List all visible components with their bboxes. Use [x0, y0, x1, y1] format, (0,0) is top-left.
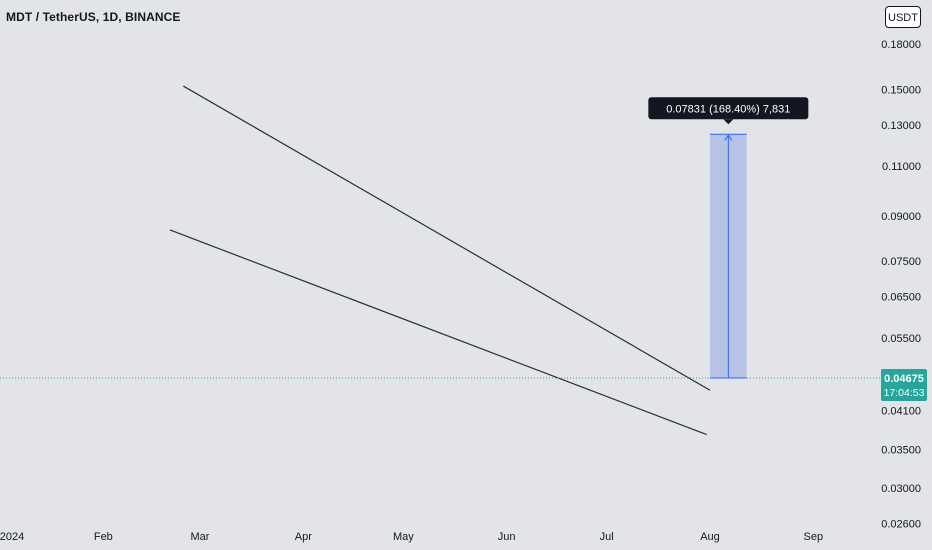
- y-tick-label: 0.03000: [881, 483, 921, 495]
- trendline-lower: [169, 229, 707, 436]
- currency-button[interactable]: USDT: [885, 6, 921, 28]
- y-tick-label: 0.13000: [881, 120, 921, 132]
- measure-label-text: 0.07831 (168.40%) 7,831: [666, 103, 790, 115]
- countdown-timer: 17:04:53: [884, 387, 925, 399]
- x-tick-label: May: [393, 531, 414, 543]
- x-tick-label: Jun: [498, 531, 516, 543]
- y-tick-label: 0.06500: [881, 291, 921, 303]
- y-tick-label: 0.09000: [881, 211, 921, 223]
- y-tick-label: 0.04100: [881, 406, 921, 418]
- y-tick-label: 0.02600: [881, 518, 921, 530]
- y-tick-label: 0.11000: [882, 161, 921, 173]
- x-tick-label: Jul: [600, 531, 614, 543]
- x-tick-label: Mar: [191, 531, 210, 543]
- y-tick-label: 0.15000: [881, 84, 921, 96]
- x-tick-label: Aug: [700, 531, 720, 543]
- current-price-value: 0.04675: [884, 373, 924, 385]
- x-tick-label: Sep: [804, 531, 824, 543]
- x-tick-label: Apr: [295, 531, 312, 543]
- measure-arrow-head: [724, 134, 733, 141]
- y-tick-label: 0.03500: [881, 445, 921, 457]
- symbol-title: MDT / TetherUS, 1D, BINANCE: [6, 10, 181, 24]
- y-tick-label: 0.05500: [881, 333, 921, 345]
- measure-label-pointer: [723, 119, 734, 125]
- y-tick-label: 0.07500: [881, 256, 921, 268]
- trendline-upper: [183, 85, 711, 391]
- current-price-badge: [881, 369, 927, 402]
- measure-label-box: [648, 97, 809, 120]
- x-tick-label: Feb: [94, 531, 113, 543]
- y-tick-label: 0.18000: [881, 39, 921, 51]
- x-tick-label: 2024: [0, 531, 24, 543]
